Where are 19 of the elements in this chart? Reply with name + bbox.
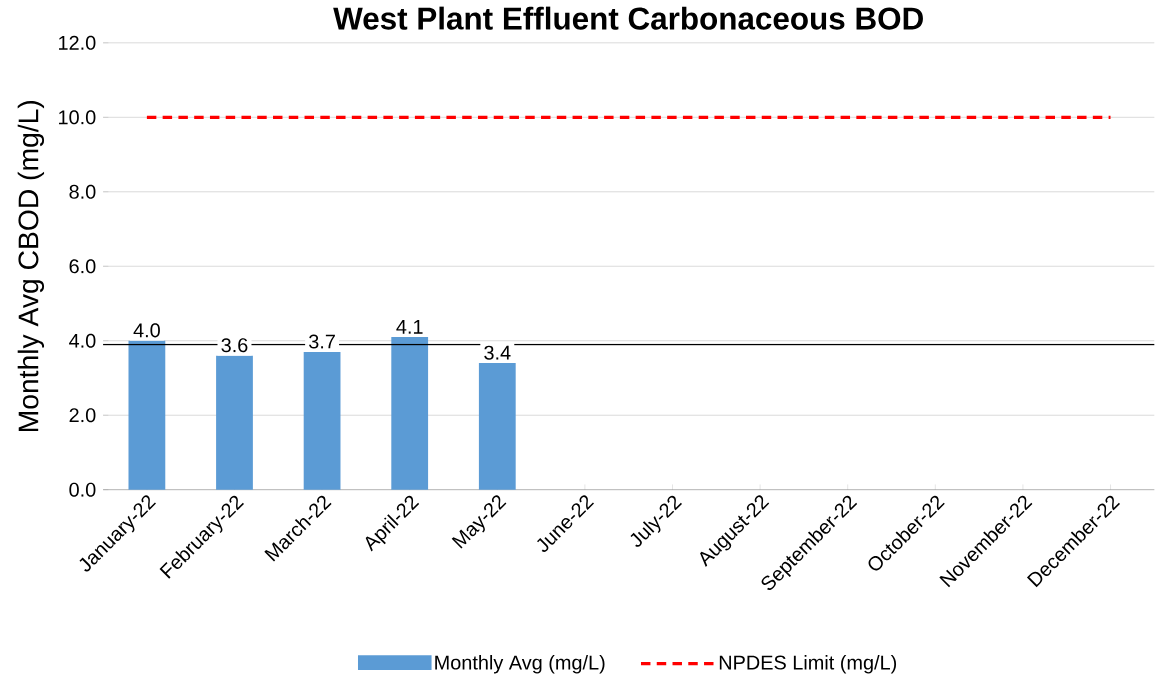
y-tick-label: 0.0	[69, 482, 96, 497]
y-axis-title: Monthly Avg CBOD (mg/L)	[17, 101, 45, 432]
y-tick-label: 12.0	[59, 36, 96, 51]
bar	[128, 340, 166, 490]
y-tick-label: 4.0	[69, 333, 96, 349]
y-tick-label: 10.0	[59, 110, 96, 125]
bar	[478, 363, 516, 490]
legend-label: Monthly Avg (mg/L)	[435, 655, 605, 674]
y-tick-label: 2.0	[69, 408, 96, 423]
chart-title: West Plant Effluent Carbonaceous BOD	[333, 6, 923, 30]
data-label: 3.7	[309, 334, 335, 349]
y-tick-label: 8.0	[69, 184, 96, 200]
y-tick-label: 6.0	[69, 259, 96, 274]
legend-label: NPDES Limit (mg/L)	[719, 655, 897, 674]
data-label: 4.0	[133, 323, 160, 338]
data-label: 4.1	[396, 320, 423, 334]
data-label: 3.6	[221, 338, 248, 353]
data-label: 3.4	[484, 345, 511, 360]
bar	[303, 352, 341, 490]
